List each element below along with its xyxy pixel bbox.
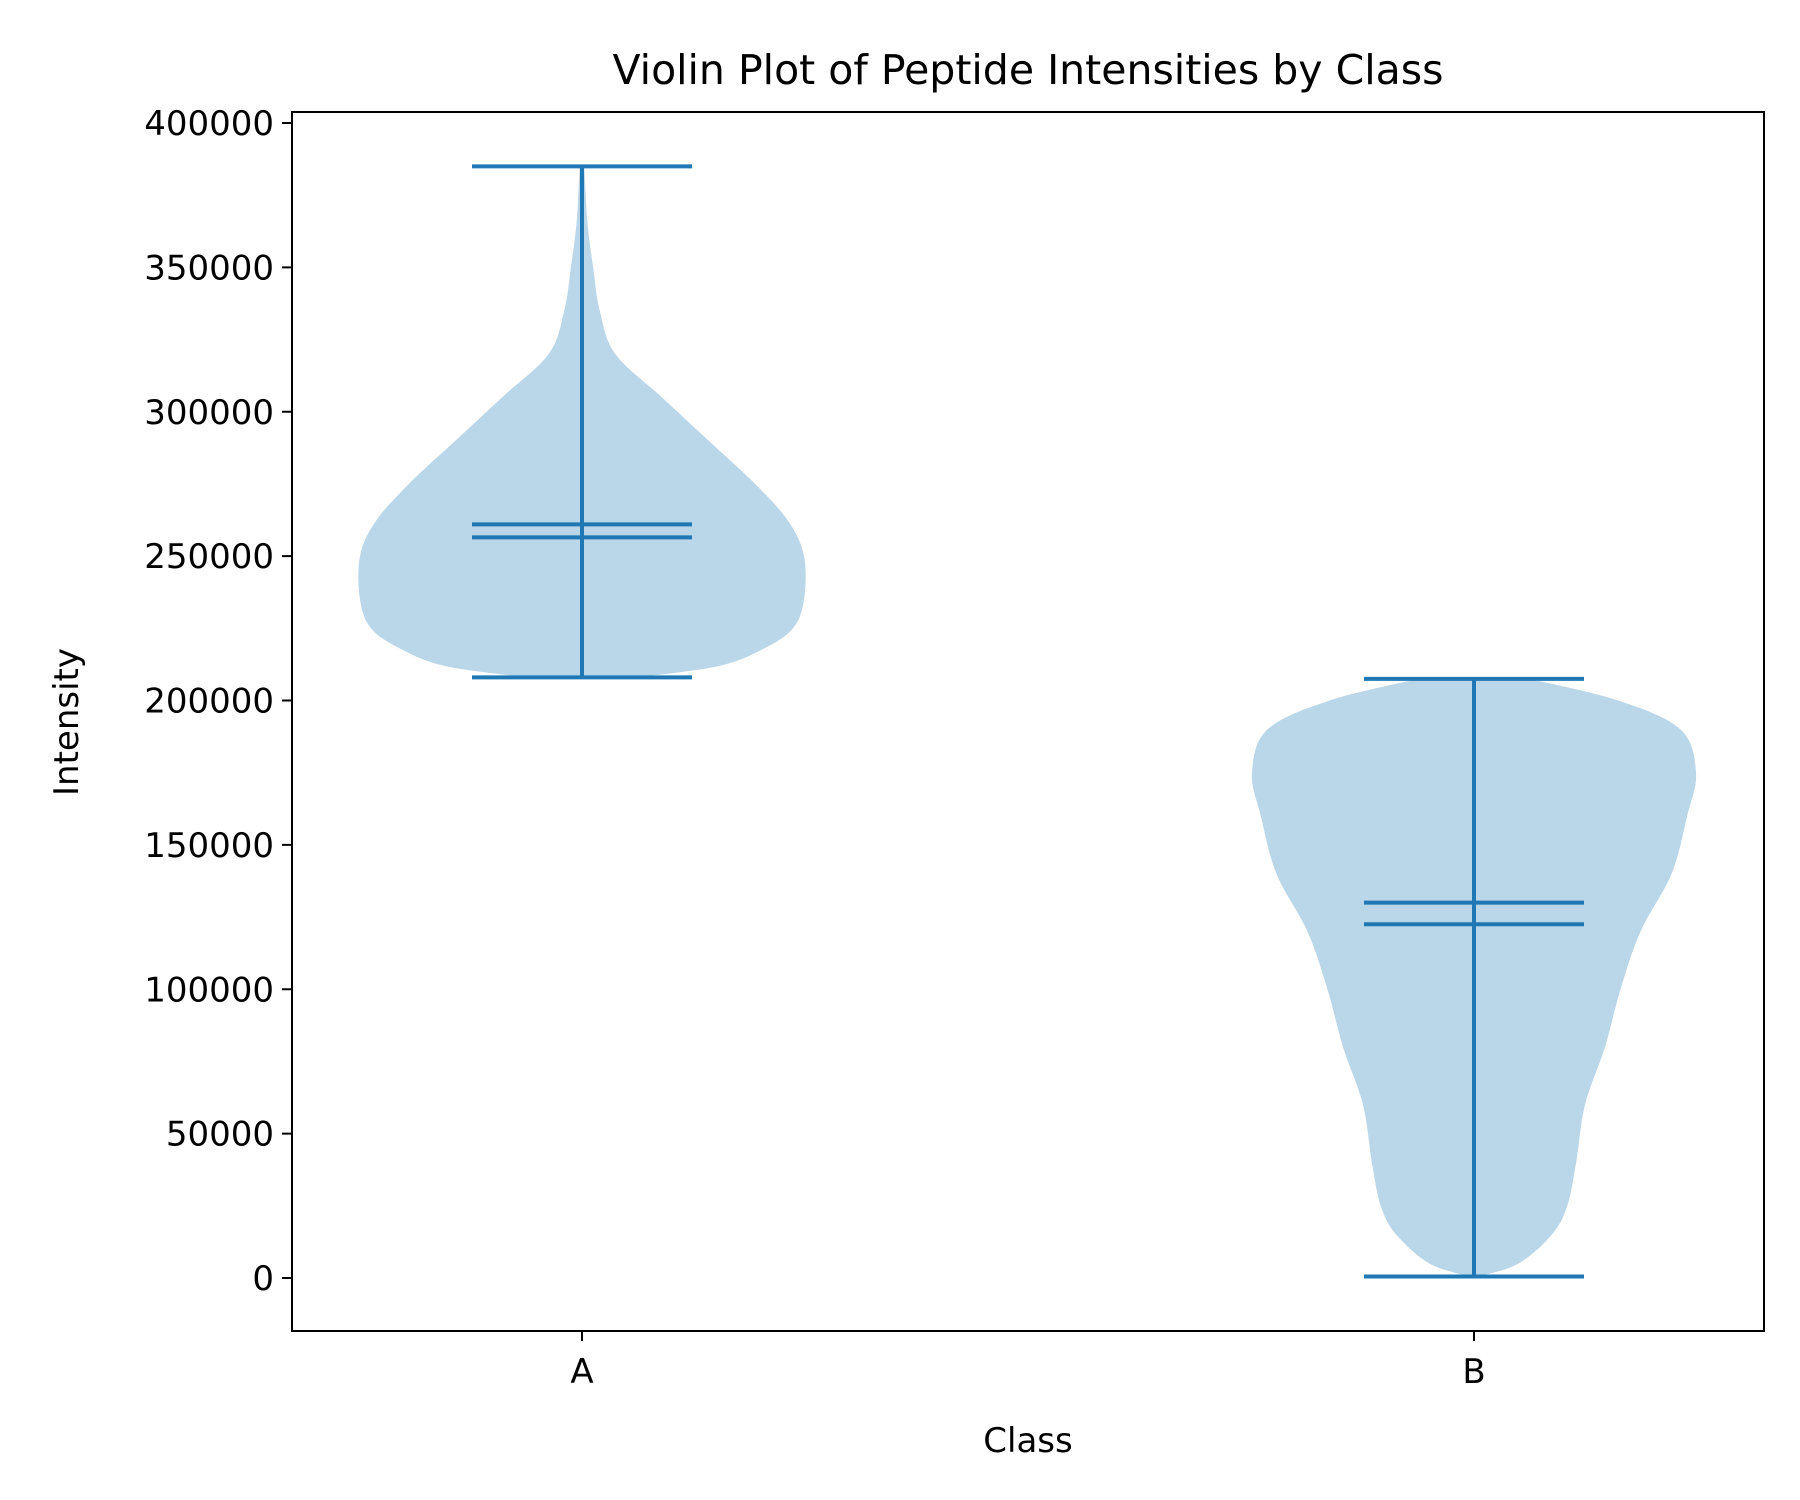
y-axis: 0 50000 100000 150000 200000 250000 300000 3500… <box>144 104 292 1299</box>
y-tick-label-350000: 350000 <box>144 248 274 288</box>
y-tick-label-300000: 300000 <box>144 393 274 433</box>
y-tick-label-200000: 200000 <box>144 682 274 722</box>
x-tick-label-B: B <box>1462 1352 1485 1392</box>
y-tick-label-100000: 100000 <box>144 970 274 1010</box>
y-tick-label-400000: 400000 <box>144 104 274 144</box>
y-tick-label-250000: 250000 <box>144 537 274 577</box>
violins-layer <box>358 164 1697 1279</box>
y-tick-label-150000: 150000 <box>144 826 274 866</box>
y-axis-label: Intensity <box>47 648 87 796</box>
chart-title: Violin Plot of Peptide Intensities by Cl… <box>613 46 1444 94</box>
x-axis-label: Class <box>983 1421 1072 1461</box>
plot-frame <box>291 111 1765 1332</box>
x-tick-label-A: A <box>570 1352 593 1392</box>
y-tick-label-50000: 50000 <box>166 1115 274 1155</box>
y-tick-label-0: 0 <box>252 1259 274 1299</box>
